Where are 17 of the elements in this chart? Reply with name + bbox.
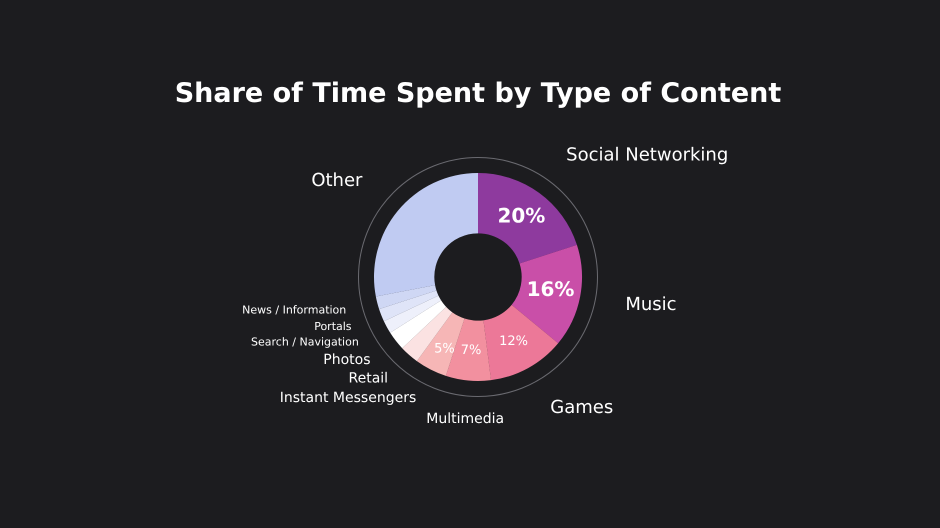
slice-label: Portals	[314, 320, 352, 333]
slice-label: Multimedia	[426, 411, 504, 428]
data-label: 16%	[526, 277, 574, 302]
slice-label: Retail	[348, 370, 388, 387]
data-label: 12%	[499, 334, 528, 350]
chart-title: Share of Time Spent by Type of Content	[174, 78, 782, 110]
data-label: 7%	[460, 342, 482, 358]
slice-label: Instant Messengers	[280, 390, 416, 406]
slice-label: Search / Navigation	[250, 335, 359, 348]
slice-label: Social Networking	[566, 144, 728, 166]
slice-label: News / Information	[242, 304, 346, 317]
slice-label: Games	[550, 397, 614, 418]
slice-label: Other	[311, 170, 364, 192]
slice-label: Photos	[323, 352, 371, 368]
data-label: 20%	[497, 203, 546, 228]
data-label: 5%	[434, 342, 455, 357]
slice-label: Music	[625, 294, 677, 315]
